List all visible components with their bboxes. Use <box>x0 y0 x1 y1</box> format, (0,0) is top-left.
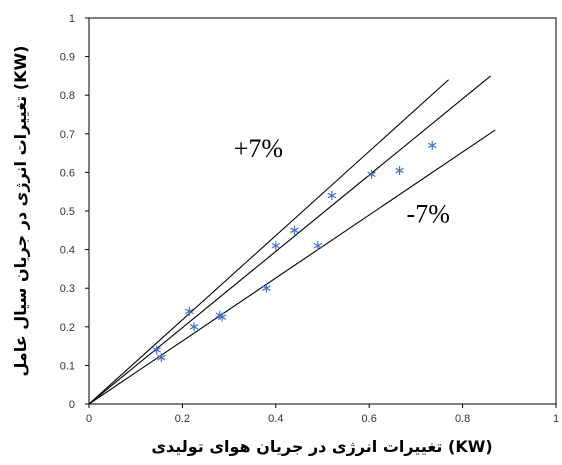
reference-line-1 <box>88 75 491 405</box>
y-axis-label: تغییرات انرژی در جریان سیال عامل (KW) <box>11 46 30 377</box>
y-tick-label: 0 <box>69 399 75 411</box>
reference-line-2 <box>88 79 449 405</box>
y-tick-label: 0.1 <box>60 360 75 372</box>
data-point <box>185 306 194 316</box>
reference-line-0 <box>88 129 496 405</box>
y-tick-label: 0.7 <box>60 129 75 141</box>
annotations: +7% -7% <box>234 134 450 229</box>
x-tick-label: 0.2 <box>175 413 190 425</box>
y-axis-ticks: 0 0.1 0.2 0.3 0.4 0.5 0.6 0.7 0.8 0.9 1 <box>60 13 89 411</box>
percent-annotation: +7% <box>234 134 283 163</box>
x-tick-label: 1 <box>553 413 559 425</box>
data-point <box>367 169 376 179</box>
data-points <box>152 140 437 363</box>
data-point <box>395 165 404 175</box>
x-axis-label: تغییرات انرژی در جریان هوای تولیدی (KW) <box>151 437 492 456</box>
data-point <box>271 241 281 251</box>
reference-lines <box>88 75 496 405</box>
y-tick-label: 0.3 <box>60 283 75 295</box>
data-point <box>157 353 166 363</box>
data-point <box>152 345 161 355</box>
data-point <box>327 191 337 201</box>
y-tick-label: 1 <box>69 13 75 25</box>
data-point <box>189 322 199 332</box>
data-point <box>217 312 227 322</box>
x-tick-label: 0.4 <box>268 413 283 425</box>
y-tick-label: 0.8 <box>60 90 75 102</box>
data-point <box>262 283 271 293</box>
x-tick-label: 0.8 <box>455 413 470 425</box>
y-tick-label: 0.5 <box>60 206 75 218</box>
data-point <box>290 225 299 235</box>
data-point <box>313 241 323 251</box>
x-tick-label: 0.6 <box>362 413 377 425</box>
data-point <box>428 140 437 150</box>
y-tick-label: 0.2 <box>60 322 75 334</box>
y-tick-label: 0.6 <box>60 167 75 179</box>
y-tick-label: 0.4 <box>60 245 75 257</box>
percent-annotation: -7% <box>407 200 450 229</box>
y-tick-label: 0.9 <box>60 52 75 64</box>
x-axis-ticks: 0 0.2 0.4 0.6 0.8 1 <box>86 404 559 425</box>
x-tick-label: 0 <box>86 413 92 425</box>
